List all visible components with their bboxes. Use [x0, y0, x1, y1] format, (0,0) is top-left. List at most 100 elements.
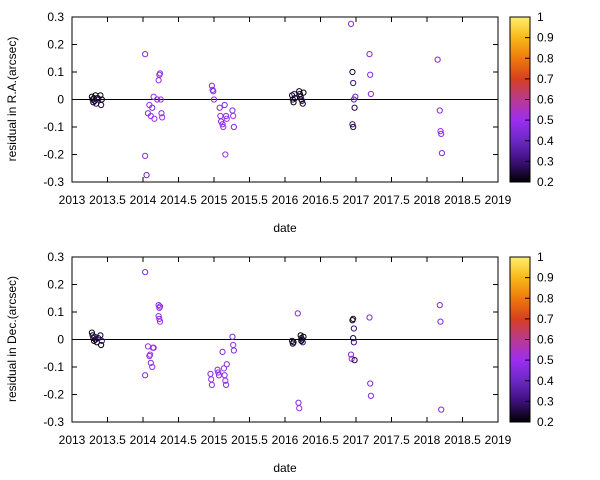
data-point [349, 68, 356, 76]
data-point [367, 380, 374, 387]
data-point [156, 315, 163, 322]
data-point [220, 123, 227, 131]
colorbar-tick-label: 1 [537, 10, 544, 24]
x-tick-label: 2014 [130, 433, 157, 447]
data-point [91, 333, 98, 340]
data-point [221, 101, 228, 109]
data-point [142, 152, 149, 159]
data-point [142, 269, 149, 276]
x-tick-label: 2017.5 [373, 433, 410, 447]
data-point [295, 399, 302, 406]
x-tick-label: 2015 [201, 193, 228, 207]
x-tick-label: 2017 [343, 193, 370, 207]
data-point [296, 405, 303, 412]
data-point [222, 151, 229, 158]
data-point [230, 123, 237, 131]
data-point [214, 366, 221, 373]
colorbar-tick-label: 0.3 [537, 154, 554, 168]
x-tick-label: 2014.5 [160, 433, 197, 447]
x-tick-label: 2015 [201, 433, 228, 447]
x-tick-label: 2017.5 [373, 193, 410, 207]
data-point [221, 372, 228, 379]
data-point [142, 51, 149, 58]
colorbar-tick-label: 0.5 [537, 113, 554, 127]
data-point [154, 96, 161, 103]
x-tick-label: 2016.5 [302, 433, 339, 447]
colorbar-tick-label: 0.9 [537, 31, 554, 45]
panel-dec: 2013 2013.5 2014 2014.5 2015 2015.5 2016 2016.5… [5, 250, 554, 475]
data-point [296, 90, 304, 98]
colorbar: 0.2 0.3 0.4 0.5 0.6 0.7 0.8 0.9 1 [509, 10, 554, 189]
data-point [230, 347, 237, 354]
data-point [294, 310, 301, 317]
data-point [350, 335, 357, 342]
data-point [290, 99, 297, 106]
data-point [142, 372, 149, 379]
data-point [350, 325, 357, 332]
data-point [156, 70, 164, 77]
colorbar-tick-label: 0.4 [537, 134, 554, 148]
colorbar-tick-label: 0.8 [537, 51, 554, 65]
data-point [350, 315, 357, 322]
data-point [230, 112, 237, 120]
colorbar-tick-label: 0.6 [537, 333, 554, 347]
y-axis-label: residual in R.A.(arcsec) [5, 37, 19, 162]
x-tick-label: 2017 [343, 433, 370, 447]
data-point [229, 333, 236, 340]
data-point [208, 381, 215, 388]
data-point [98, 341, 105, 349]
data-points [88, 20, 446, 179]
y-tick-label: -0.2 [43, 148, 64, 162]
y-tick-label: 0.2 [47, 278, 64, 292]
x-tick-label: 2015.5 [231, 433, 268, 447]
data-point [97, 92, 104, 99]
data-point [438, 406, 445, 413]
y-tick-label: -0.1 [43, 120, 64, 134]
data-point [150, 344, 157, 351]
data-point [143, 172, 150, 179]
data-point [352, 93, 359, 100]
y-axis-ticks: -0.3 -0.2 -0.1 0 0.1 0.2 0.3 [43, 10, 498, 189]
data-point [210, 88, 217, 95]
data-point [367, 392, 375, 399]
colorbar-tick-label: 0.9 [537, 271, 554, 285]
data-point [300, 89, 307, 96]
data-point [349, 121, 356, 128]
x-tick-label: 2014 [130, 193, 157, 207]
x-tick-label: 2016 [272, 193, 299, 207]
x-tick-label: 2018 [414, 433, 441, 447]
x-tick-label: 2019 [485, 193, 512, 207]
data-point [98, 96, 105, 103]
data-point [155, 77, 162, 84]
data-point [217, 112, 224, 120]
x-tick-label: 2014.5 [160, 193, 197, 207]
data-point [208, 376, 215, 383]
panel-ra: 2013 2013.5 2014 2014.5 2015 2015.5 2016 2016.5… [5, 10, 554, 235]
colorbar-tick-label: 0.6 [537, 93, 554, 107]
x-tick-label: 2013.5 [89, 193, 126, 207]
data-point [290, 339, 297, 346]
x-tick-label: 2015.5 [231, 193, 268, 207]
colorbar-tick-label: 0.7 [537, 72, 554, 86]
y-axis-ticks: -0.3 -0.2 -0.1 0 0.1 0.2 0.3 [43, 250, 498, 429]
data-point [222, 381, 230, 388]
x-tick-label: 2019 [485, 433, 512, 447]
data-point [156, 318, 164, 325]
y-axis-label: residual in Dec.(arcsec) [5, 276, 19, 402]
data-point [437, 318, 444, 325]
data-point [97, 332, 104, 339]
x-tick-label: 2018 [414, 193, 441, 207]
data-point [222, 377, 229, 384]
data-point [298, 337, 305, 344]
data-point [151, 115, 158, 122]
data-point [436, 107, 443, 114]
y-tick-label: 0 [57, 333, 64, 347]
data-point [437, 128, 444, 135]
data-point [296, 88, 303, 95]
colorbar-tick-label: 0.2 [537, 415, 554, 429]
data-point [289, 337, 296, 344]
data-point [210, 96, 218, 103]
data-point [230, 341, 237, 349]
data-point [216, 104, 223, 111]
